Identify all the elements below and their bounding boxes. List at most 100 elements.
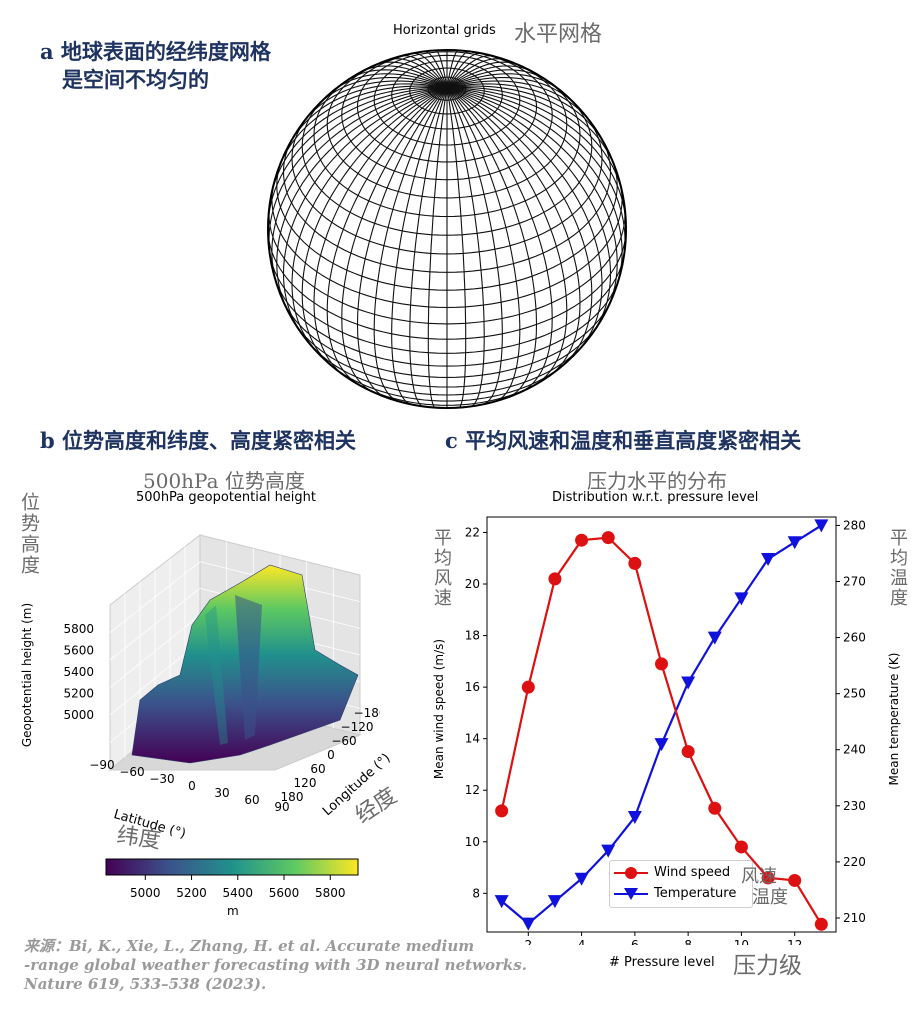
y2-tick-label: 210 [843, 911, 866, 925]
globe-meridian [326, 87, 448, 385]
panel-a-heading-line2: 是空间不均匀的 [62, 67, 209, 92]
wind-point [521, 680, 535, 694]
panel-b-xlabel-zh: 纬度 [115, 823, 163, 854]
legend-symbols [614, 867, 648, 900]
globe-meridian [282, 87, 448, 332]
y-tick-label: 180 [281, 790, 304, 804]
plot-frame [486, 516, 837, 933]
globe-meridian [446, 69, 547, 89]
globe-meridian [278, 85, 448, 169]
globe-meridian [446, 87, 627, 230]
colorbar-tick-label: 5600 [269, 886, 300, 900]
z-tick-label: 5600 [63, 644, 94, 658]
globe-meridian [412, 52, 448, 89]
x-tick-label: 6 [631, 938, 639, 945]
globe-meridian [446, 87, 626, 256]
wind-point [601, 531, 615, 545]
panel-b-heading: b 位势高度和纬度、高度紧密相关 [40, 428, 356, 453]
globe-meridian [313, 87, 448, 377]
panel-c-xlabel-en: # Pressure level [609, 955, 715, 970]
globe-meridian [373, 87, 448, 402]
panel-c-title-en: Distribution w.r.t. pressure level [552, 490, 759, 505]
y2-tick-label: 270 [843, 574, 866, 588]
x-tick-label: 60 [244, 793, 259, 807]
wind-point [495, 804, 509, 818]
y1-tick-label: 10 [465, 835, 480, 849]
globe-grid [267, 49, 627, 409]
globe-meridian [332, 73, 448, 92]
source-line2: -range global weather forecasting with 3… [24, 956, 527, 974]
y2-tick-label: 220 [843, 855, 866, 869]
x-tick-label: 30 [214, 786, 229, 800]
panel-c-xlabel-zh: 压力级 [733, 953, 802, 979]
globe-meridian [360, 65, 448, 89]
globe-meridian [446, 86, 624, 199]
globe-meridian [427, 87, 448, 408]
globe-meridian [446, 49, 459, 89]
y1-tick-label: 20 [465, 577, 480, 591]
globe-outline [267, 49, 627, 409]
y1-tick-label: 22 [465, 525, 480, 539]
panel-c-heading: c 平均风速和温度和垂直高度紧密相关 [445, 428, 802, 453]
y2-tick-label: 250 [843, 687, 866, 701]
globe-meridian [391, 87, 448, 405]
temperature-point [761, 553, 776, 567]
globe-meridian [446, 87, 538, 398]
temperature-point [627, 811, 642, 825]
y2-tick-label: 230 [843, 799, 866, 813]
legend-temp-label: Temperature [654, 886, 737, 901]
globe-meridian [386, 58, 448, 89]
globe-meridian [301, 87, 448, 365]
globe-meridian [446, 85, 616, 169]
globe [267, 49, 627, 409]
wind-point [814, 917, 828, 931]
globe-meridian [271, 87, 448, 286]
wind-point [575, 533, 589, 547]
globe-meridian [267, 87, 448, 230]
globe-meridian [446, 80, 592, 124]
x-tick-label: 12 [787, 938, 802, 945]
panel-c-y2label-zh: 平均温度 [887, 528, 908, 608]
x-tick-label: 2 [524, 938, 532, 945]
panel-b-title-en: 500hPa geopotential height [136, 490, 317, 505]
panel-a-heading: a 地球表面的经纬度网格 是空间不均匀的 [40, 38, 271, 94]
globe-meridian [446, 87, 623, 286]
legend-temp-zh: 温度 [752, 887, 788, 908]
globe-meridian [446, 87, 593, 365]
panel-c-title-zh: 压力水平的分布 [587, 469, 727, 493]
panel-b-title-zh: 500hPa 位势高度 [143, 469, 305, 493]
globe-meridian [373, 61, 448, 89]
temperature-point [574, 872, 589, 886]
panel-c-y2label-en: Mean temperature (K) [887, 652, 901, 786]
globe-meridian [446, 87, 618, 310]
globe-meridian [291, 87, 448, 351]
y1-tick-label: 16 [465, 680, 480, 694]
temperature-point [521, 917, 536, 931]
globe-title-en: Horizontal grids [393, 23, 496, 38]
temperature-point [707, 631, 722, 645]
y1-tick-label: 14 [465, 732, 480, 746]
globe-meridian [446, 87, 503, 405]
temperature-point [787, 536, 802, 550]
surface-plot: 5000 5200 5400 5600 5800 −90 −60 −30 0 30 60 90 18… [63, 533, 380, 814]
temperature-point [494, 895, 509, 909]
panel-b-zlabel-zh: 位势高度 [18, 492, 40, 576]
y-tick-label: 0 [327, 748, 335, 762]
z-tick-label: 5400 [63, 665, 94, 679]
panel-c-y1label-zh: 平均风速 [431, 528, 452, 608]
y-tick-label: 120 [294, 776, 317, 790]
y1-tick-label: 8 [472, 886, 480, 900]
globe-meridian [446, 87, 467, 408]
legend-temp-marker [624, 888, 638, 900]
z-tick-label: 5000 [63, 708, 94, 722]
colorbar-tick-label: 5400 [223, 886, 254, 900]
legend-wind-label: Wind speed [654, 865, 731, 880]
temperature-point [681, 676, 696, 690]
y2-tick-label: 240 [843, 743, 866, 757]
y-tick-label: −60 [331, 734, 356, 748]
y1-tick-label: 12 [465, 783, 480, 797]
globe-meridian [424, 50, 448, 89]
globe-meridian [446, 50, 470, 89]
y2-tick-label: 260 [843, 631, 866, 645]
x-tick-label: 90 [274, 800, 289, 814]
